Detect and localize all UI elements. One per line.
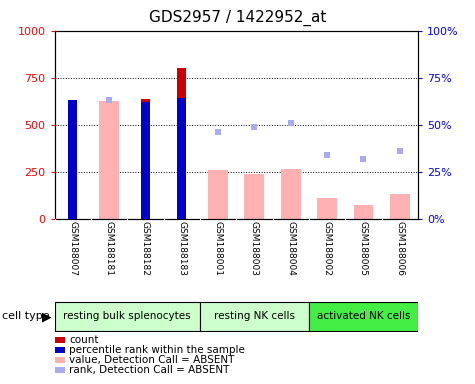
Text: GSM188004: GSM188004 xyxy=(286,221,295,276)
Text: GSM188182: GSM188182 xyxy=(141,221,150,276)
Bar xyxy=(317,198,337,219)
Text: count: count xyxy=(69,335,98,345)
Bar xyxy=(141,99,150,219)
Text: GSM188181: GSM188181 xyxy=(104,221,114,276)
Bar xyxy=(208,170,228,219)
Bar xyxy=(99,101,119,219)
Bar xyxy=(309,302,418,331)
Text: GSM188005: GSM188005 xyxy=(359,221,368,276)
Text: GSM188006: GSM188006 xyxy=(395,221,404,276)
Text: resting NK cells: resting NK cells xyxy=(214,311,295,321)
Text: ▶: ▶ xyxy=(42,310,51,323)
Text: rank, Detection Call = ABSENT: rank, Detection Call = ABSENT xyxy=(69,365,229,375)
Text: resting bulk splenocytes: resting bulk splenocytes xyxy=(64,311,191,321)
Text: GSM188183: GSM188183 xyxy=(177,221,186,276)
Bar xyxy=(281,169,301,219)
Text: GSM188001: GSM188001 xyxy=(214,221,223,276)
Text: activated NK cells: activated NK cells xyxy=(317,311,410,321)
Text: GSM188007: GSM188007 xyxy=(68,221,77,276)
Text: cell type: cell type xyxy=(2,311,50,321)
Text: GSM188003: GSM188003 xyxy=(250,221,259,276)
Bar xyxy=(200,302,309,331)
Bar xyxy=(177,68,186,219)
Bar xyxy=(141,102,150,219)
Text: value, Detection Call = ABSENT: value, Detection Call = ABSENT xyxy=(69,355,234,365)
Bar xyxy=(68,104,77,219)
Bar xyxy=(245,174,265,219)
Bar xyxy=(55,302,200,331)
Bar xyxy=(177,98,186,219)
Text: percentile rank within the sample: percentile rank within the sample xyxy=(69,345,245,355)
Bar xyxy=(353,205,373,219)
Bar xyxy=(390,194,410,219)
Text: GDS2957 / 1422952_at: GDS2957 / 1422952_at xyxy=(149,10,326,26)
Bar xyxy=(68,100,77,219)
Text: GSM188002: GSM188002 xyxy=(323,221,332,276)
